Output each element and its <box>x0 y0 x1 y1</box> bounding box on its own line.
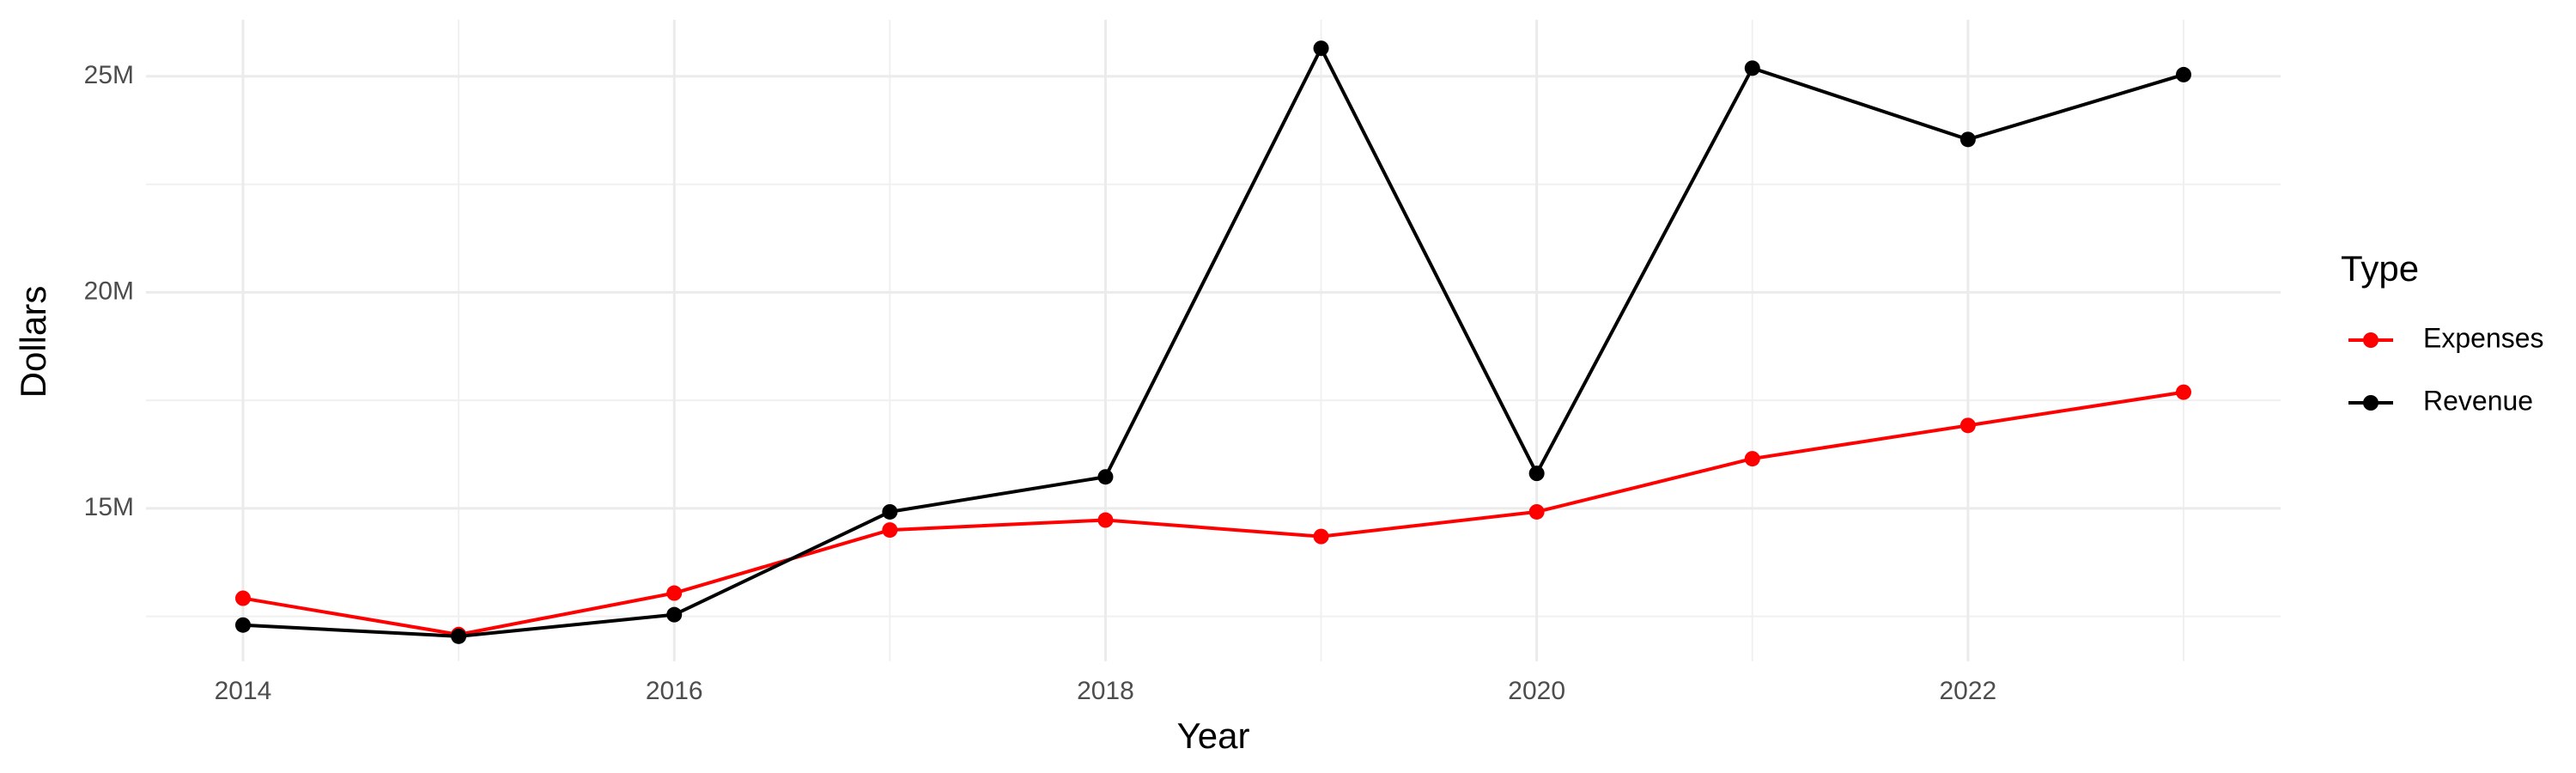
data-point <box>882 522 898 539</box>
data-point <box>1313 40 1329 57</box>
series-line <box>242 44 2184 638</box>
legend-key-point <box>2363 395 2379 411</box>
data-point <box>1097 512 1114 528</box>
y-tick-label: 25M <box>84 61 134 89</box>
data-point <box>1097 469 1114 485</box>
data-point <box>235 590 251 606</box>
data-point <box>2176 66 2191 82</box>
y-tick-label: 15M <box>84 493 134 521</box>
data-point <box>1313 528 1329 545</box>
grid <box>146 20 2281 661</box>
data-point <box>1959 131 1976 148</box>
data-point <box>1528 466 1545 482</box>
data-point <box>666 606 683 623</box>
legend-key-point <box>2363 332 2379 348</box>
data-point <box>2176 384 2191 400</box>
data-point <box>882 503 898 520</box>
x-tick-label: 2020 <box>1508 677 1565 705</box>
data-point <box>451 628 467 644</box>
x-tick-label: 2016 <box>646 677 703 705</box>
x-tick-label: 2014 <box>215 677 272 705</box>
x-tick-label: 2022 <box>1940 677 1997 705</box>
data-point <box>1744 60 1760 76</box>
legend-label: Expenses <box>2423 322 2544 353</box>
data-point <box>1959 417 1976 434</box>
data-point <box>235 617 251 633</box>
data-point <box>1744 451 1760 467</box>
series-line <box>242 390 2184 636</box>
legend-label: Revenue <box>2423 385 2533 416</box>
y-axis-title: Dollars <box>13 286 53 399</box>
x-axis-title: Year <box>1177 715 1250 756</box>
data-point <box>666 585 683 601</box>
x-tick-label: 2018 <box>1077 677 1134 705</box>
y-tick-label: 20M <box>84 277 134 305</box>
data-point <box>1528 503 1545 520</box>
legend-title: Type <box>2341 248 2419 289</box>
